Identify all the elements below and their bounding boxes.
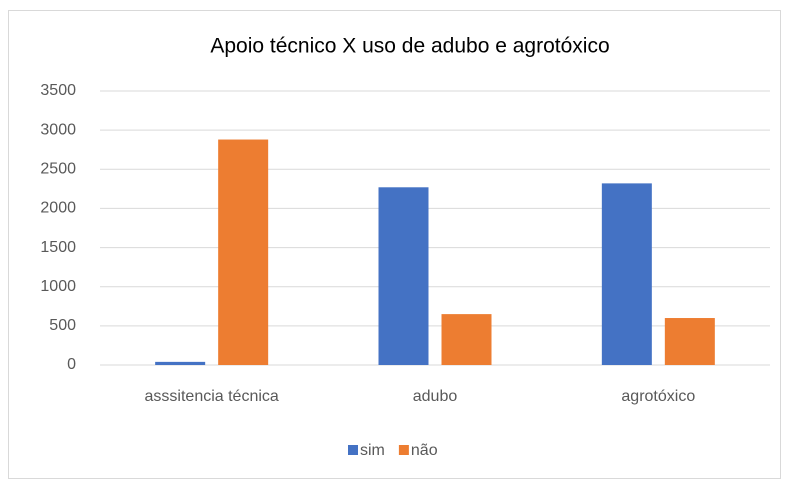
bar [378, 187, 429, 365]
y-tick-label: 0 [67, 356, 76, 373]
chart-title: Apoio técnico X uso de adubo e agrotóxic… [210, 35, 609, 58]
x-tick-label: agrotóxico [621, 388, 695, 405]
y-tick-label: 2000 [40, 200, 76, 217]
y-tick-label: 1500 [40, 239, 76, 256]
y-tick-label: 2500 [40, 161, 76, 178]
bar [664, 318, 715, 365]
legend-label: sim [360, 442, 385, 459]
bar [155, 361, 206, 365]
x-tick-label: asssitencia técnica [145, 388, 279, 405]
bar [601, 183, 652, 365]
x-tick-label: adubo [413, 388, 458, 405]
y-tick-label: 3500 [40, 82, 76, 99]
legend-swatch [398, 445, 409, 455]
y-tick-label: 1000 [40, 278, 76, 295]
bar [218, 139, 269, 365]
y-tick-label: 3000 [40, 121, 76, 138]
legend-label: não [411, 442, 438, 459]
legend-swatch [348, 445, 358, 455]
y-tick-label: 500 [49, 317, 76, 334]
bar [441, 314, 492, 365]
